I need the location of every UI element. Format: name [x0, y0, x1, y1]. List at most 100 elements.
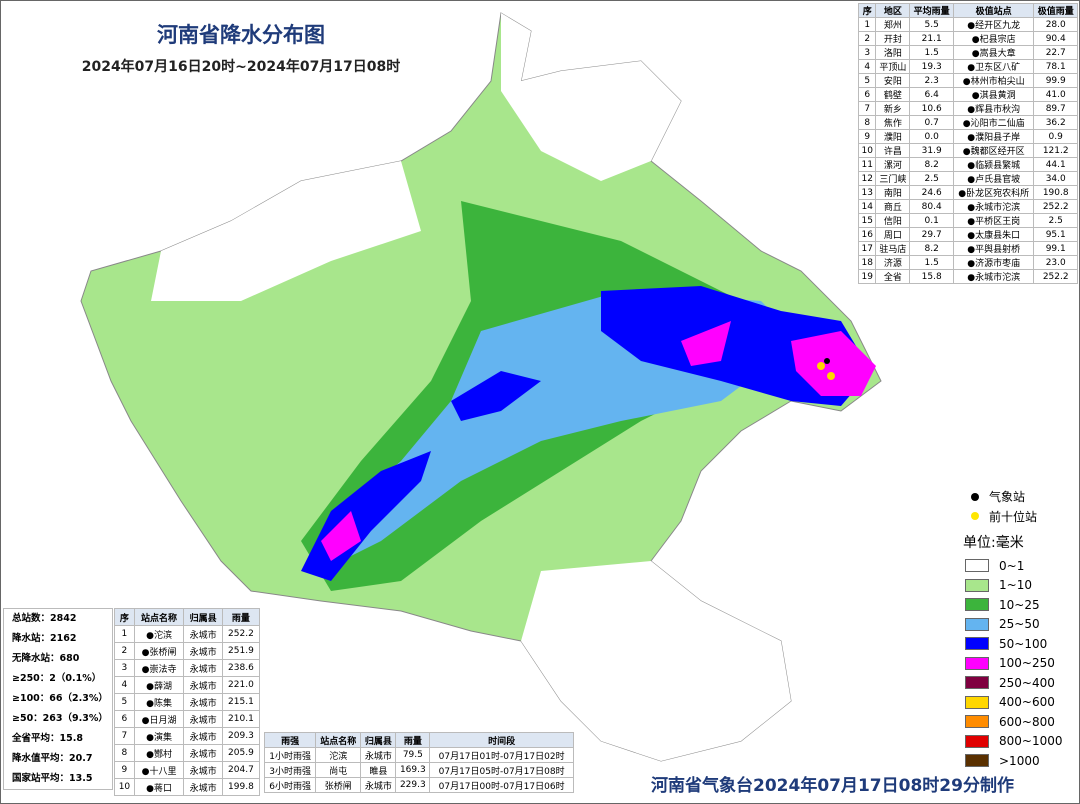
table-cell: 16	[857, 227, 877, 242]
table-cell: 睢县	[360, 762, 397, 778]
table-cell: 4	[114, 676, 135, 694]
table-cell: 2	[114, 642, 135, 660]
table-cell: 210.1	[221, 710, 261, 728]
table-cell: 1小时雨强	[263, 747, 317, 763]
legend-item: 600~800	[959, 712, 1077, 732]
table-row: 2 开封 21.1 ●杞县宗店 90.4	[857, 31, 1078, 46]
table-cell: 7	[857, 101, 877, 116]
summary-item: ≥250：2（0.1%）	[12, 673, 102, 684]
table-cell: ●陈集	[133, 693, 185, 711]
table-cell: 8	[114, 744, 135, 762]
legend-swatch	[965, 734, 989, 748]
dry-area	[501, 13, 681, 181]
table-cell: ●林州市柏尖山	[952, 73, 1035, 88]
table-cell: 12	[857, 171, 877, 186]
table-row: 16 周口 29.7 ●太康县朱口 95.1	[857, 227, 1078, 242]
table-cell: 永城市	[183, 710, 223, 728]
table-cell: 沱滨	[315, 747, 362, 763]
table-cell: ●卫东区八矿	[952, 59, 1035, 74]
table-cell: 0.7	[909, 115, 954, 130]
table-row: 9 濮阳 0.0 ●濮阳县子岸 0.9	[857, 129, 1078, 144]
top-station	[827, 372, 835, 380]
table-cell: 36.2	[1033, 115, 1078, 130]
table-cell: 永城市	[183, 761, 223, 779]
column-header: 时间段	[429, 732, 574, 748]
legend-item: 1~10	[959, 576, 1077, 596]
rain-area	[791, 331, 876, 396]
table-cell: 19.3	[909, 59, 954, 74]
table-cell: 89.7	[1033, 101, 1078, 116]
rain-area	[451, 371, 541, 421]
table-cell: ●太康县朱口	[952, 227, 1035, 242]
table-row: 11 漯河 8.2 ●临颍县繁城 44.1	[857, 157, 1078, 172]
column-header: 极值站点	[952, 3, 1035, 18]
header-row: 序站点名称 归属县 雨量	[114, 608, 261, 626]
table-cell: 张桥闸	[315, 777, 362, 793]
column-header: 序	[857, 3, 877, 18]
table-cell: ●临颍县繁城	[952, 157, 1035, 172]
table-cell: 濮阳	[875, 129, 911, 144]
table-cell: ●永城市沱滨	[952, 269, 1035, 284]
table-cell: 永城市	[183, 642, 223, 660]
column-header: 序	[114, 608, 135, 626]
table-cell: 许昌	[875, 143, 911, 158]
legend-item: 前十位站	[959, 507, 1077, 527]
table-cell: 鹤壁	[875, 87, 911, 102]
legend-swatch	[965, 754, 989, 768]
subtitle: 2024年07月16日20时~2024年07月17日08时	[81, 59, 401, 75]
header-row: 雨强 站点名称 归属县 雨量 时间段	[263, 732, 574, 748]
table-cell: 99.1	[1033, 241, 1078, 256]
table-cell: ●杞县宗店	[952, 31, 1035, 46]
legend-item: >1000	[959, 751, 1077, 771]
station	[824, 358, 830, 364]
table-cell: ●沱滨	[133, 625, 185, 643]
table-cell: 31.9	[909, 143, 954, 158]
table-cell: ●淇县黄洞	[952, 87, 1035, 102]
table-cell: 17	[857, 241, 877, 256]
table-cell: 1	[857, 17, 877, 32]
table-row: 12 三门峡 2.5 ●卢氏县官坡 34.0	[857, 171, 1078, 186]
summary-item: 国家站平均：13.5	[12, 773, 93, 784]
table-cell: 3	[114, 659, 135, 677]
table-cell: 三门峡	[875, 171, 911, 186]
table-cell: 95.1	[1033, 227, 1078, 242]
table-cell: ●沁阳市二仙庙	[952, 115, 1035, 130]
table-row: 1 ●沱滨 永城市 252.2	[114, 625, 261, 643]
table-cell: 252.2	[1033, 199, 1078, 214]
table-cell: 90.4	[1033, 31, 1078, 46]
table-cell: ●卧龙区宛农科所	[952, 185, 1035, 200]
table-cell: ●演集	[133, 727, 185, 745]
table-cell: 1.5	[909, 45, 954, 60]
table-cell: 尚屯	[315, 762, 362, 778]
summary-item: ≥50：263（9.3%）	[12, 713, 108, 724]
column-header: 雨量	[395, 732, 431, 748]
table-cell: 安阳	[875, 73, 911, 88]
table-cell: 商丘	[875, 199, 911, 214]
table-row: 10 许昌 31.9 ●魏都区经开区 121.2	[857, 143, 1078, 158]
legend-label: 100~250	[999, 656, 1055, 671]
table-cell: 2.3	[909, 73, 954, 88]
table-cell: 79.5	[395, 747, 431, 763]
column-header: 归属县	[183, 608, 223, 626]
table-cell: 13	[857, 185, 877, 200]
legend-label: 1~10	[999, 578, 1032, 593]
table-cell: 251.9	[221, 642, 261, 660]
legend-label: 250~400	[999, 675, 1055, 690]
dry-area	[521, 561, 791, 761]
table-cell: 郑州	[875, 17, 911, 32]
table-cell: 永城市	[183, 659, 223, 677]
table-row: 4 ●薛湖 永城市 221.0	[114, 676, 261, 694]
table-cell: 焦作	[875, 115, 911, 130]
legend-swatch	[965, 676, 989, 690]
dry-area	[151, 161, 421, 301]
table-cell: 24.6	[909, 185, 954, 200]
table-row: 8 ●酂村 永城市 205.9	[114, 744, 261, 762]
table-cell: ●永城市沱滨	[952, 199, 1035, 214]
legend-swatch	[965, 695, 989, 709]
table-cell: 169.3	[395, 762, 431, 778]
table-cell: 6小时雨强	[263, 777, 317, 793]
legend-item: 400~600	[959, 693, 1077, 713]
table-cell: 信阳	[875, 213, 911, 228]
